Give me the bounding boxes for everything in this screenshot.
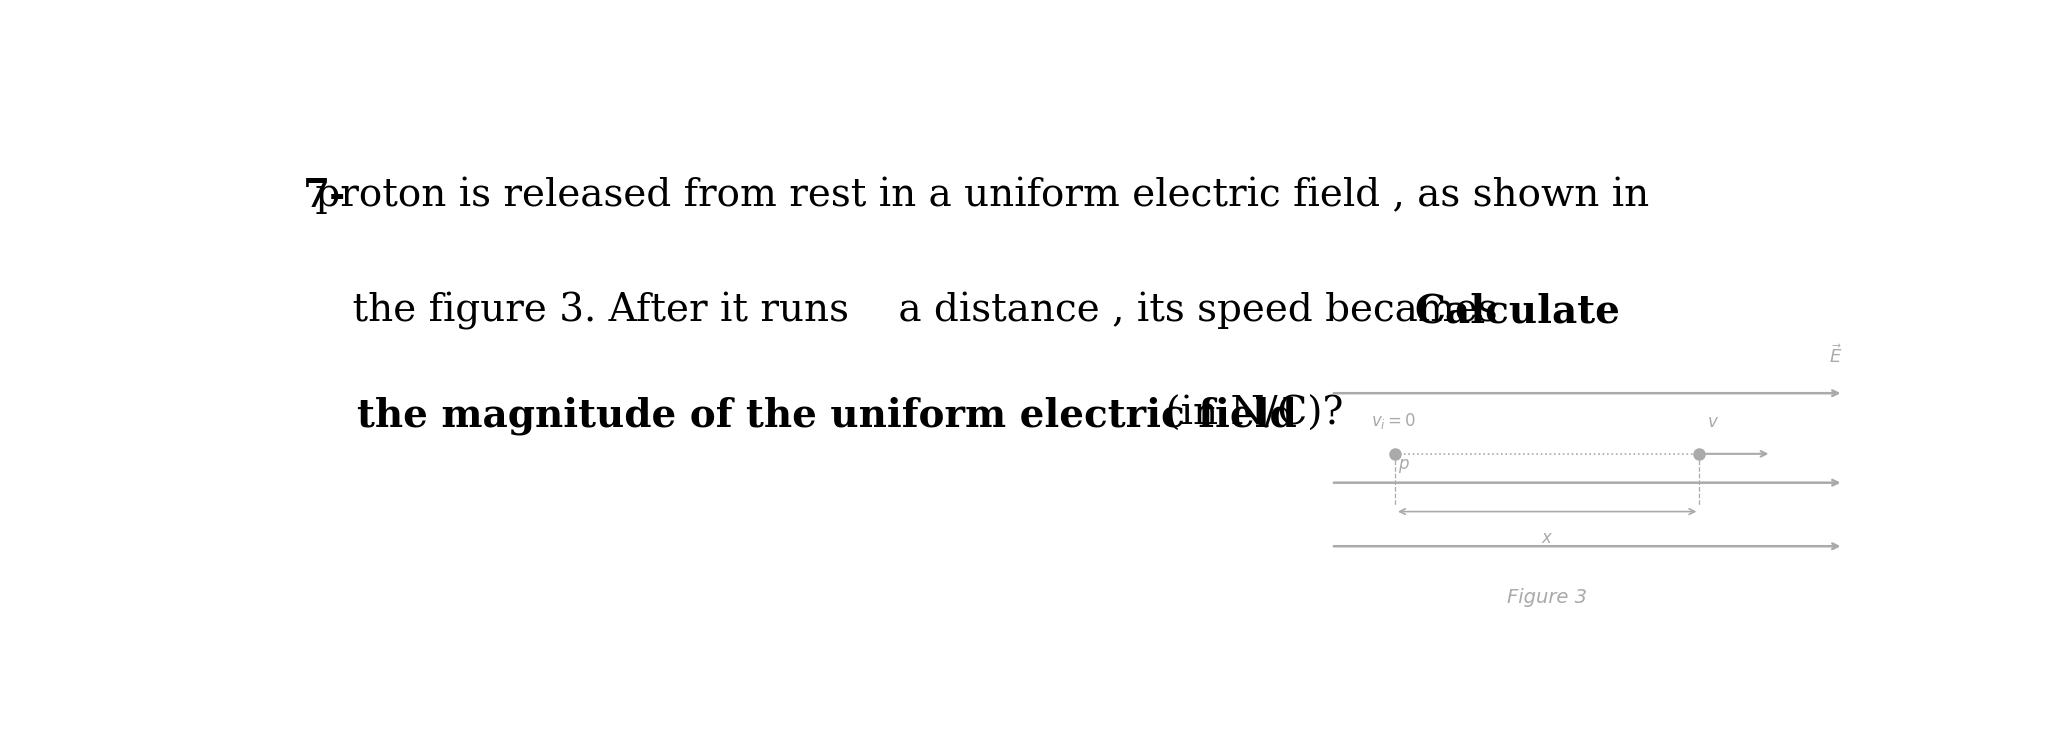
Text: the figure 3. After it runs    a distance , its speed becames: the figure 3. After it runs a distance ,… xyxy=(304,292,1510,330)
Text: Calculate: Calculate xyxy=(1415,292,1620,330)
Text: 7-: 7- xyxy=(304,177,347,214)
Text: $\vec{E}$: $\vec{E}$ xyxy=(1828,344,1843,368)
Text: (in N/C)?: (in N/C)? xyxy=(1153,396,1343,433)
Text: $p$: $p$ xyxy=(1399,457,1411,475)
Text: $v_i = 0$: $v_i = 0$ xyxy=(1372,411,1417,430)
Text: Figure 3: Figure 3 xyxy=(1508,588,1587,607)
Text: $v$: $v$ xyxy=(1707,413,1719,430)
Text: proton is released from rest in a uniform electric field , as shown in: proton is released from rest in a unifor… xyxy=(304,177,1649,214)
Text: $x$: $x$ xyxy=(1541,529,1554,547)
Text: the magnitude of the uniform electric field: the magnitude of the uniform electric fi… xyxy=(304,396,1297,434)
